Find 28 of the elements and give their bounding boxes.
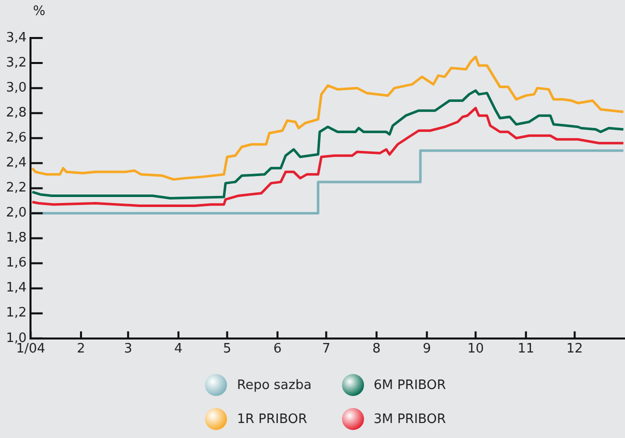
y-tick-label: 2,8 [6,105,27,120]
x-tick-label: 4 [174,342,183,357]
legend-label: 3M PRIBOR [374,412,446,426]
y-tick-label: 2,0 [6,206,27,221]
x-tick-label: 3 [124,342,132,357]
x-tick-label: 10 [467,342,484,357]
y-tick-label: 2,6 [6,130,27,146]
y-tick-label: 3,0 [6,80,27,96]
legend-label: 6M PRIBOR [374,378,446,392]
y-tick-label: 1,6 [6,256,27,271]
legend-label: Repo sazba [237,378,312,392]
x-tick-label: 2 [76,342,86,357]
x-tick-label: 12 [566,342,583,357]
y-tick-label: 1,2 [6,306,27,321]
x-tick-label: 7 [322,342,330,357]
x-tick-label: 5 [223,342,232,357]
x-tick-label: 9 [422,342,432,357]
y-axis-title: % [33,4,46,19]
y-tick-label: 2,4 [6,156,27,171]
x-tick-label: 8 [372,342,381,357]
y-tick-label: 3,4 [6,30,27,46]
y-tick-label: 2,2 [6,180,27,196]
y-tick-label: 1,8 [6,230,27,246]
x-tick-label: 6 [273,342,282,357]
legend-label: 1R PRIBOR [237,412,308,426]
x-tick-label: 11 [518,342,534,357]
y-tick-label: 3,2 [6,55,27,70]
y-tick-label: 1,4 [6,280,27,296]
